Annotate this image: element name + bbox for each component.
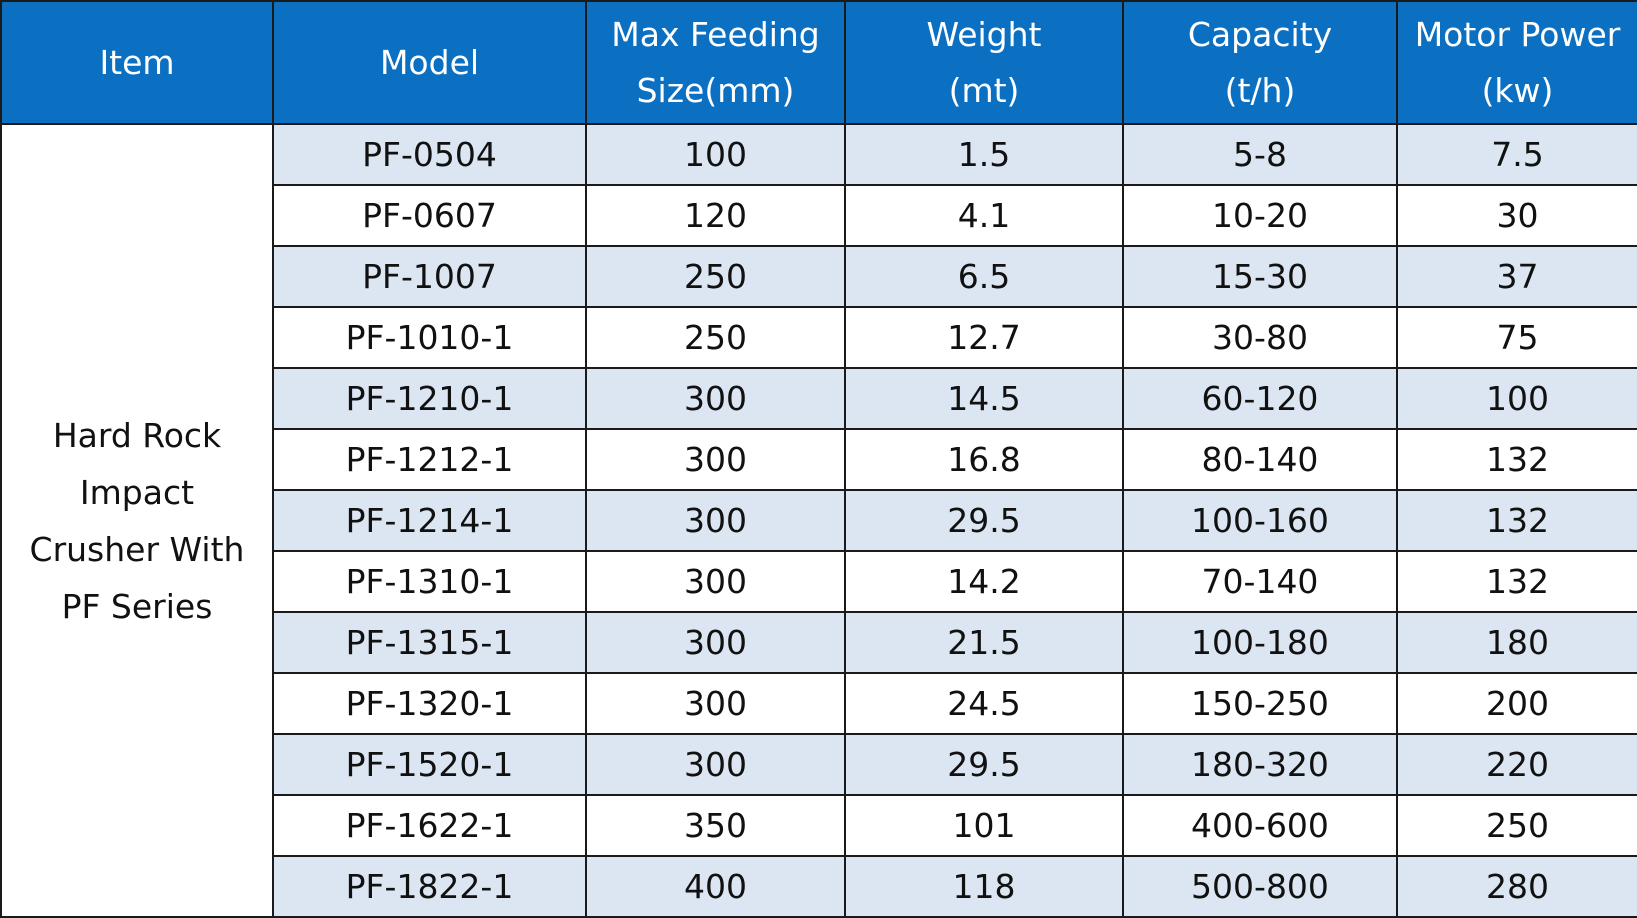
header-max-feeding-size-line1: Max Feeding (611, 14, 820, 54)
max-feeding-size-cell: 300 (585, 428, 846, 491)
model-cell: PF-1822-1 (272, 855, 587, 918)
max-feeding-size-cell: 300 (585, 550, 846, 613)
capacity-cell: 150-250 (1122, 672, 1398, 735)
table-row: PF-1520-1 300 29.5 180-320 220 (1, 733, 1637, 796)
weight-cell: 6.5 (844, 245, 1124, 308)
weight-cell: 24.5 (844, 672, 1124, 735)
motor-power-cell: 7.5 (1396, 123, 1637, 186)
capacity-cell: 500-800 (1122, 855, 1398, 918)
weight-cell: 118 (844, 855, 1124, 918)
header-weight: Weight (mt) (844, 0, 1124, 125)
motor-power-cell: 180 (1396, 611, 1637, 674)
max-feeding-size-cell: 400 (585, 855, 846, 918)
model-cell: PF-1310-1 (272, 550, 587, 613)
motor-power-cell: 280 (1396, 855, 1637, 918)
model-cell: PF-0607 (272, 184, 587, 247)
motor-power-cell: 30 (1396, 184, 1637, 247)
table-row: PF-1310-1 300 14.2 70-140 132 (1, 550, 1637, 613)
table-row: PF-1622-1 350 101 400-600 250 (1, 794, 1637, 857)
header-item: Item (0, 0, 274, 125)
weight-cell: 1.5 (844, 123, 1124, 186)
model-cell: PF-1320-1 (272, 672, 587, 735)
max-feeding-size-cell: 250 (585, 306, 846, 369)
header-capacity: Capacity (t/h) (1122, 0, 1398, 125)
table-row: PF-1320-1 300 24.5 150-250 200 (1, 672, 1637, 735)
header-weight-line2: (mt) (948, 70, 1020, 110)
motor-power-cell: 132 (1396, 550, 1637, 613)
table-header: Item Model Max Feeding Size(mm) Weight (… (0, 0, 1637, 125)
capacity-cell: 5-8 (1122, 123, 1398, 186)
header-capacity-line2: (t/h) (1224, 70, 1296, 110)
header-motor-power-line1: Motor Power (1414, 14, 1621, 54)
model-cell: PF-1214-1 (272, 489, 587, 552)
motor-power-cell: 132 (1396, 489, 1637, 552)
capacity-cell: 180-320 (1122, 733, 1398, 796)
model-cell: PF-1212-1 (272, 428, 587, 491)
max-feeding-size-cell: 100 (585, 123, 846, 186)
max-feeding-size-cell: 300 (585, 367, 846, 430)
model-cell: PF-1520-1 (272, 733, 587, 796)
capacity-cell: 60-120 (1122, 367, 1398, 430)
header-model: Model (272, 0, 587, 125)
weight-cell: 29.5 (844, 733, 1124, 796)
motor-power-cell: 220 (1396, 733, 1637, 796)
table-row: PF-1214-1 300 29.5 100-160 132 (1, 489, 1637, 552)
header-max-feeding-size: Max Feeding Size(mm) (585, 0, 846, 125)
model-cell: PF-1007 (272, 245, 587, 308)
header-capacity-line1: Capacity (1187, 14, 1333, 54)
model-cell: PF-1315-1 (272, 611, 587, 674)
weight-cell: 16.8 (844, 428, 1124, 491)
max-feeding-size-cell: 300 (585, 672, 846, 735)
capacity-cell: 100-180 (1122, 611, 1398, 674)
max-feeding-size-cell: 350 (585, 794, 846, 857)
motor-power-cell: 37 (1396, 245, 1637, 308)
table-row: PF-1822-1 400 118 500-800 280 (1, 855, 1637, 918)
table-row: PF-1007 250 6.5 15-30 37 (1, 245, 1637, 308)
header-weight-line1: Weight (926, 14, 1042, 54)
header-motor-power: Motor Power (kw) (1396, 0, 1637, 125)
capacity-cell: 100-160 (1122, 489, 1398, 552)
weight-cell: 29.5 (844, 489, 1124, 552)
table-row: PF-0607 120 4.1 10-20 30 (1, 184, 1637, 247)
model-cell: PF-0504 (272, 123, 587, 186)
table-row: Hard Rock Impact Crusher With PF Series P… (0, 123, 1637, 918)
capacity-cell: 30-80 (1122, 306, 1398, 369)
max-feeding-size-cell: 120 (585, 184, 846, 247)
max-feeding-size-cell: 300 (585, 489, 846, 552)
motor-power-cell: 132 (1396, 428, 1637, 491)
header-row: Item Model Max Feeding Size(mm) Weight (… (0, 0, 1637, 125)
capacity-cell: 80-140 (1122, 428, 1398, 491)
table-row: PF-1315-1 300 21.5 100-180 180 (1, 611, 1637, 674)
header-motor-power-line2: (kw) (1481, 70, 1554, 110)
table-row: PF-1010-1 250 12.7 30-80 75 (1, 306, 1637, 369)
capacity-cell: 10-20 (1122, 184, 1398, 247)
model-cell: PF-1622-1 (272, 794, 587, 857)
table-row: PF-1212-1 300 16.8 80-140 132 (1, 428, 1637, 491)
weight-cell: 12.7 (844, 306, 1124, 369)
motor-power-cell: 100 (1396, 367, 1637, 430)
motor-power-cell: 75 (1396, 306, 1637, 369)
table-row: PF-1210-1 300 14.5 60-120 100 (1, 367, 1637, 430)
weight-cell: 14.5 (844, 367, 1124, 430)
weight-cell: 21.5 (844, 611, 1124, 674)
max-feeding-size-cell: 250 (585, 245, 846, 308)
model-cell: PF-1010-1 (272, 306, 587, 369)
table-body: Hard Rock Impact Crusher With PF Series P… (0, 123, 1637, 918)
weight-cell: 4.1 (844, 184, 1124, 247)
header-max-feeding-size-line2: Size(mm) (636, 70, 795, 110)
capacity-cell: 70-140 (1122, 550, 1398, 613)
weight-cell: 101 (844, 794, 1124, 857)
capacity-cell: 400-600 (1122, 794, 1398, 857)
max-feeding-size-cell: 300 (585, 611, 846, 674)
item-label-cell: Hard Rock Impact Crusher With PF Series (0, 123, 274, 918)
max-feeding-size-cell: 300 (585, 733, 846, 796)
motor-power-cell: 200 (1396, 672, 1637, 735)
model-cell: PF-1210-1 (272, 367, 587, 430)
weight-cell: 14.2 (844, 550, 1124, 613)
capacity-cell: 15-30 (1122, 245, 1398, 308)
motor-power-cell: 250 (1396, 794, 1637, 857)
